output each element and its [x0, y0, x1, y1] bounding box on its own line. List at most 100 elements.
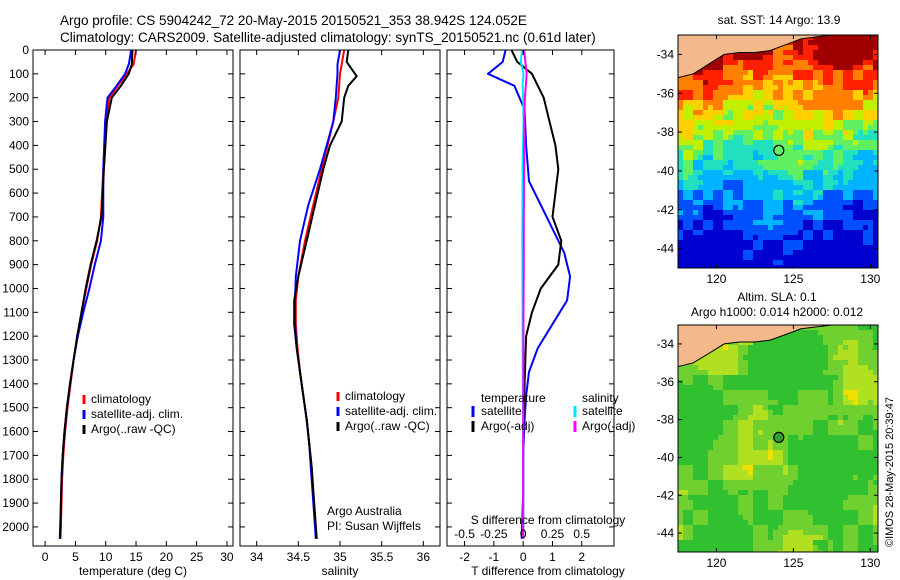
- sla-cell: [703, 510, 708, 515]
- sla-cell: [733, 525, 738, 530]
- sst-cell: [688, 245, 693, 250]
- sla-cell: [713, 540, 718, 545]
- sst-cell: [858, 35, 863, 40]
- sst-cell: [828, 165, 833, 170]
- sla-cell: [688, 505, 693, 510]
- sst-cell: [848, 175, 853, 180]
- sla-cell: [853, 480, 858, 485]
- sla-cell: [873, 410, 878, 415]
- sst-cell: [803, 60, 808, 65]
- sla-cell: [858, 510, 863, 515]
- sla-cell: [733, 435, 738, 440]
- sst-cell: [818, 125, 823, 130]
- sst-cell: [848, 230, 853, 235]
- sst-cell: [728, 190, 733, 195]
- sla-cell: [718, 390, 723, 395]
- sla-cell: [808, 330, 813, 335]
- sla-cell: [703, 520, 708, 525]
- sla-cell: [813, 330, 818, 335]
- sst-cell: [783, 50, 788, 55]
- sla-cell: [818, 350, 823, 355]
- lat-tick-label: -38: [657, 125, 675, 139]
- sst-cell: [763, 95, 768, 100]
- sla-cell: [798, 480, 803, 485]
- sla-cell: [718, 520, 723, 525]
- sla-cell: [773, 480, 778, 485]
- sla-cell: [693, 430, 698, 435]
- sst-cell: [713, 185, 718, 190]
- sla-cell: [873, 365, 878, 370]
- sla-cell: [723, 455, 728, 460]
- sla-cell: [873, 485, 878, 490]
- sla-cell: [733, 460, 738, 465]
- sla-cell: [823, 395, 828, 400]
- sst-cell: [858, 135, 863, 140]
- sst-cell: [783, 215, 788, 220]
- sla-cell: [708, 475, 713, 480]
- sst-cell: [733, 220, 738, 225]
- sla-cell: [843, 490, 848, 495]
- sla-cell: [813, 375, 818, 380]
- sla-cell: [813, 405, 818, 410]
- sla-cell: [768, 345, 773, 350]
- sla-cell: [753, 390, 758, 395]
- sst-cell: [858, 80, 863, 85]
- sst-cell: [718, 185, 723, 190]
- sst-cell: [693, 230, 698, 235]
- sla-cell: [798, 370, 803, 375]
- sla-cell: [823, 365, 828, 370]
- sla-cell: [683, 515, 688, 520]
- sst-cell: [678, 135, 683, 140]
- sst-cell: [868, 165, 873, 170]
- sst-cell: [778, 155, 783, 160]
- sst-cell: [783, 175, 788, 180]
- sla-cell: [843, 515, 848, 520]
- sla-cell: [808, 410, 813, 415]
- sla-cell: [693, 525, 698, 530]
- sst-cell: [868, 105, 873, 110]
- sla-cell: [758, 340, 763, 345]
- sla-cell: [713, 440, 718, 445]
- sla-cell: [873, 350, 878, 355]
- sst-cell: [778, 135, 783, 140]
- sst-cell: [723, 205, 728, 210]
- sst-cell: [873, 245, 878, 250]
- sst-cell: [718, 215, 723, 220]
- sst-cell: [758, 265, 763, 268]
- sla-cell: [768, 355, 773, 360]
- sla-cell: [863, 435, 868, 440]
- sst-cell: [768, 245, 773, 250]
- sst-cell: [703, 250, 708, 255]
- sst-cell: [713, 110, 718, 115]
- sla-cell: [703, 400, 708, 405]
- sst-cell: [763, 70, 768, 75]
- sla-cell: [733, 385, 738, 390]
- sst-cell: [848, 90, 853, 95]
- sst-cell: [808, 135, 813, 140]
- sla-cell: [808, 545, 813, 550]
- sla-cell: [838, 525, 843, 530]
- sst-cell: [693, 140, 698, 145]
- sst-cell: [703, 220, 708, 225]
- sla-cell: [818, 420, 823, 425]
- sst-cell: [798, 220, 803, 225]
- sst-cell: [813, 80, 818, 85]
- sla-cell: [738, 390, 743, 395]
- sla-cell: [733, 530, 738, 535]
- sst-cell: [818, 245, 823, 250]
- sst-cell: [738, 105, 743, 110]
- series-line-0: [294, 50, 346, 539]
- sst-cell: [763, 150, 768, 155]
- sla-cell: [678, 545, 683, 550]
- sla-cell: [833, 420, 838, 425]
- sst-cell: [863, 75, 868, 80]
- sst-cell: [683, 80, 688, 85]
- sla-cell: [778, 490, 783, 495]
- sst-cell: [693, 225, 698, 230]
- sst-cell: [733, 140, 738, 145]
- sla-cell: [773, 515, 778, 520]
- sla-cell: [718, 545, 723, 550]
- sst-cell: [708, 175, 713, 180]
- sla-cell: [808, 495, 813, 500]
- sst-cell: [848, 215, 853, 220]
